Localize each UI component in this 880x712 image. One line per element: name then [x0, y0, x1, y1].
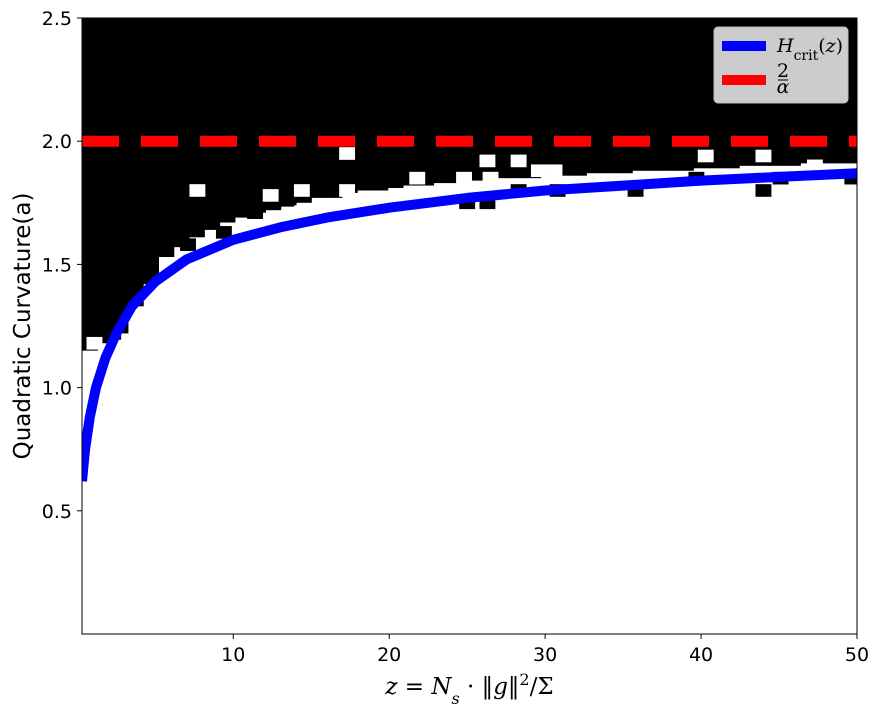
heatmap-cell-low: [189, 184, 206, 197]
x-tick-label: 30: [533, 644, 557, 666]
heatmap-column: [846, 18, 857, 164]
heatmap-column: [326, 18, 343, 198]
heatmap-column: [677, 18, 694, 171]
y-axis-label: Quadratic Curvature(a): [10, 193, 36, 460]
heatmap-column: [280, 18, 297, 206]
heatmap-column: [494, 18, 511, 179]
heatmap-cell-high: [119, 287, 136, 301]
legend: Hcrit(z) 2 α: [713, 26, 849, 104]
heatmap-column: [525, 18, 542, 179]
y-tick-label: 2.5: [42, 8, 72, 30]
plot-frame: [81, 17, 858, 635]
heatmap-column: [127, 18, 144, 307]
heatmap-column: [647, 18, 664, 171]
heatmap-cell-low: [546, 164, 563, 178]
heatmap-cell-low: [409, 171, 426, 185]
heatmap-cell-low: [479, 154, 496, 168]
heatmap-cell-low: [482, 171, 499, 185]
ticks-layer: 10 20 30 40 50 0.5 1.0 1.5 2.0 2.5: [42, 8, 869, 666]
y-tick-label: 0.5: [42, 501, 72, 523]
x-tick-label: 20: [377, 644, 401, 666]
heatmap-column: [357, 18, 373, 191]
heatmap-cell-high: [180, 238, 196, 252]
svg-text:2: 2: [777, 60, 789, 82]
heatmap-column: [143, 18, 160, 285]
heatmap-column: [448, 18, 465, 184]
heatmap-column: [509, 18, 526, 179]
heatmap-cell-low: [510, 154, 527, 168]
heatmap-cell-low: [456, 171, 472, 185]
heatmap-cell-low: [339, 184, 356, 197]
y-tick-label: 1.0: [42, 378, 72, 400]
heatmap-column: [265, 18, 282, 211]
heatmap-column: [295, 18, 312, 203]
x-tick-label: 10: [221, 644, 245, 666]
heatmap-column: [402, 18, 419, 186]
y-tick-label: 2.0: [42, 131, 72, 153]
heatmap-cell-high: [755, 184, 772, 197]
legend-label-two-over-alpha: 2 α: [777, 60, 790, 98]
heatmap-cell-low: [339, 147, 356, 160]
legend-label-h-crit: Hcrit(z): [776, 35, 843, 64]
heatmap-cell-high: [247, 206, 264, 219]
heatmap-cell-low: [293, 184, 310, 197]
x-tick-label: 40: [689, 644, 713, 666]
heatmap-column: [341, 18, 358, 193]
heatmap-column: [82, 18, 98, 351]
heatmap-column: [311, 18, 328, 198]
heatmap-column: [662, 18, 679, 171]
heatmap-column: [112, 18, 129, 334]
heatmap-column: [601, 18, 618, 174]
svg-text:α: α: [777, 76, 790, 98]
heatmap-column: [571, 18, 587, 176]
heatmap-column: [540, 18, 557, 176]
heatmap-column: [586, 18, 603, 174]
heatmap-column: [234, 18, 251, 218]
heatmap-cell-low: [755, 149, 772, 163]
heatmap-cell-low: [86, 336, 103, 350]
heatmap-cell-high: [278, 194, 295, 207]
heatmap-column: [632, 18, 649, 171]
heatmap-column: [188, 18, 205, 238]
heatmap-column: [693, 18, 710, 169]
heatmap-cell-low: [262, 189, 279, 202]
heatmap-column: [372, 18, 389, 191]
heatmap-column: [464, 18, 480, 181]
x-axis-label: z = Ns · ‖g‖2/Σ: [384, 670, 553, 708]
series-line-h-crit: [82, 168, 857, 482]
heatmap-column: [418, 18, 435, 186]
heatmap-column: [555, 18, 572, 176]
heatmap-cell-low: [530, 164, 547, 178]
heatmap-column: [97, 18, 114, 344]
heatmap-column: [204, 18, 221, 230]
heatmap-column: [173, 18, 190, 248]
heatmap-column: [433, 18, 450, 184]
x-tick-label: 50: [845, 644, 869, 666]
heatmap-cell-low: [806, 159, 823, 173]
heatmap-column: [479, 18, 496, 181]
heatmap-column: [387, 18, 404, 189]
heatmap-column: [250, 18, 266, 213]
heatmap-column: [219, 18, 236, 223]
heatmap-cell-high: [215, 226, 232, 239]
heatmap-cell-low: [697, 149, 714, 163]
heatmap-column: [616, 18, 633, 174]
series-layer: [82, 135, 857, 482]
heatmap: [82, 18, 857, 351]
y-tick-label: 1.5: [42, 254, 72, 276]
